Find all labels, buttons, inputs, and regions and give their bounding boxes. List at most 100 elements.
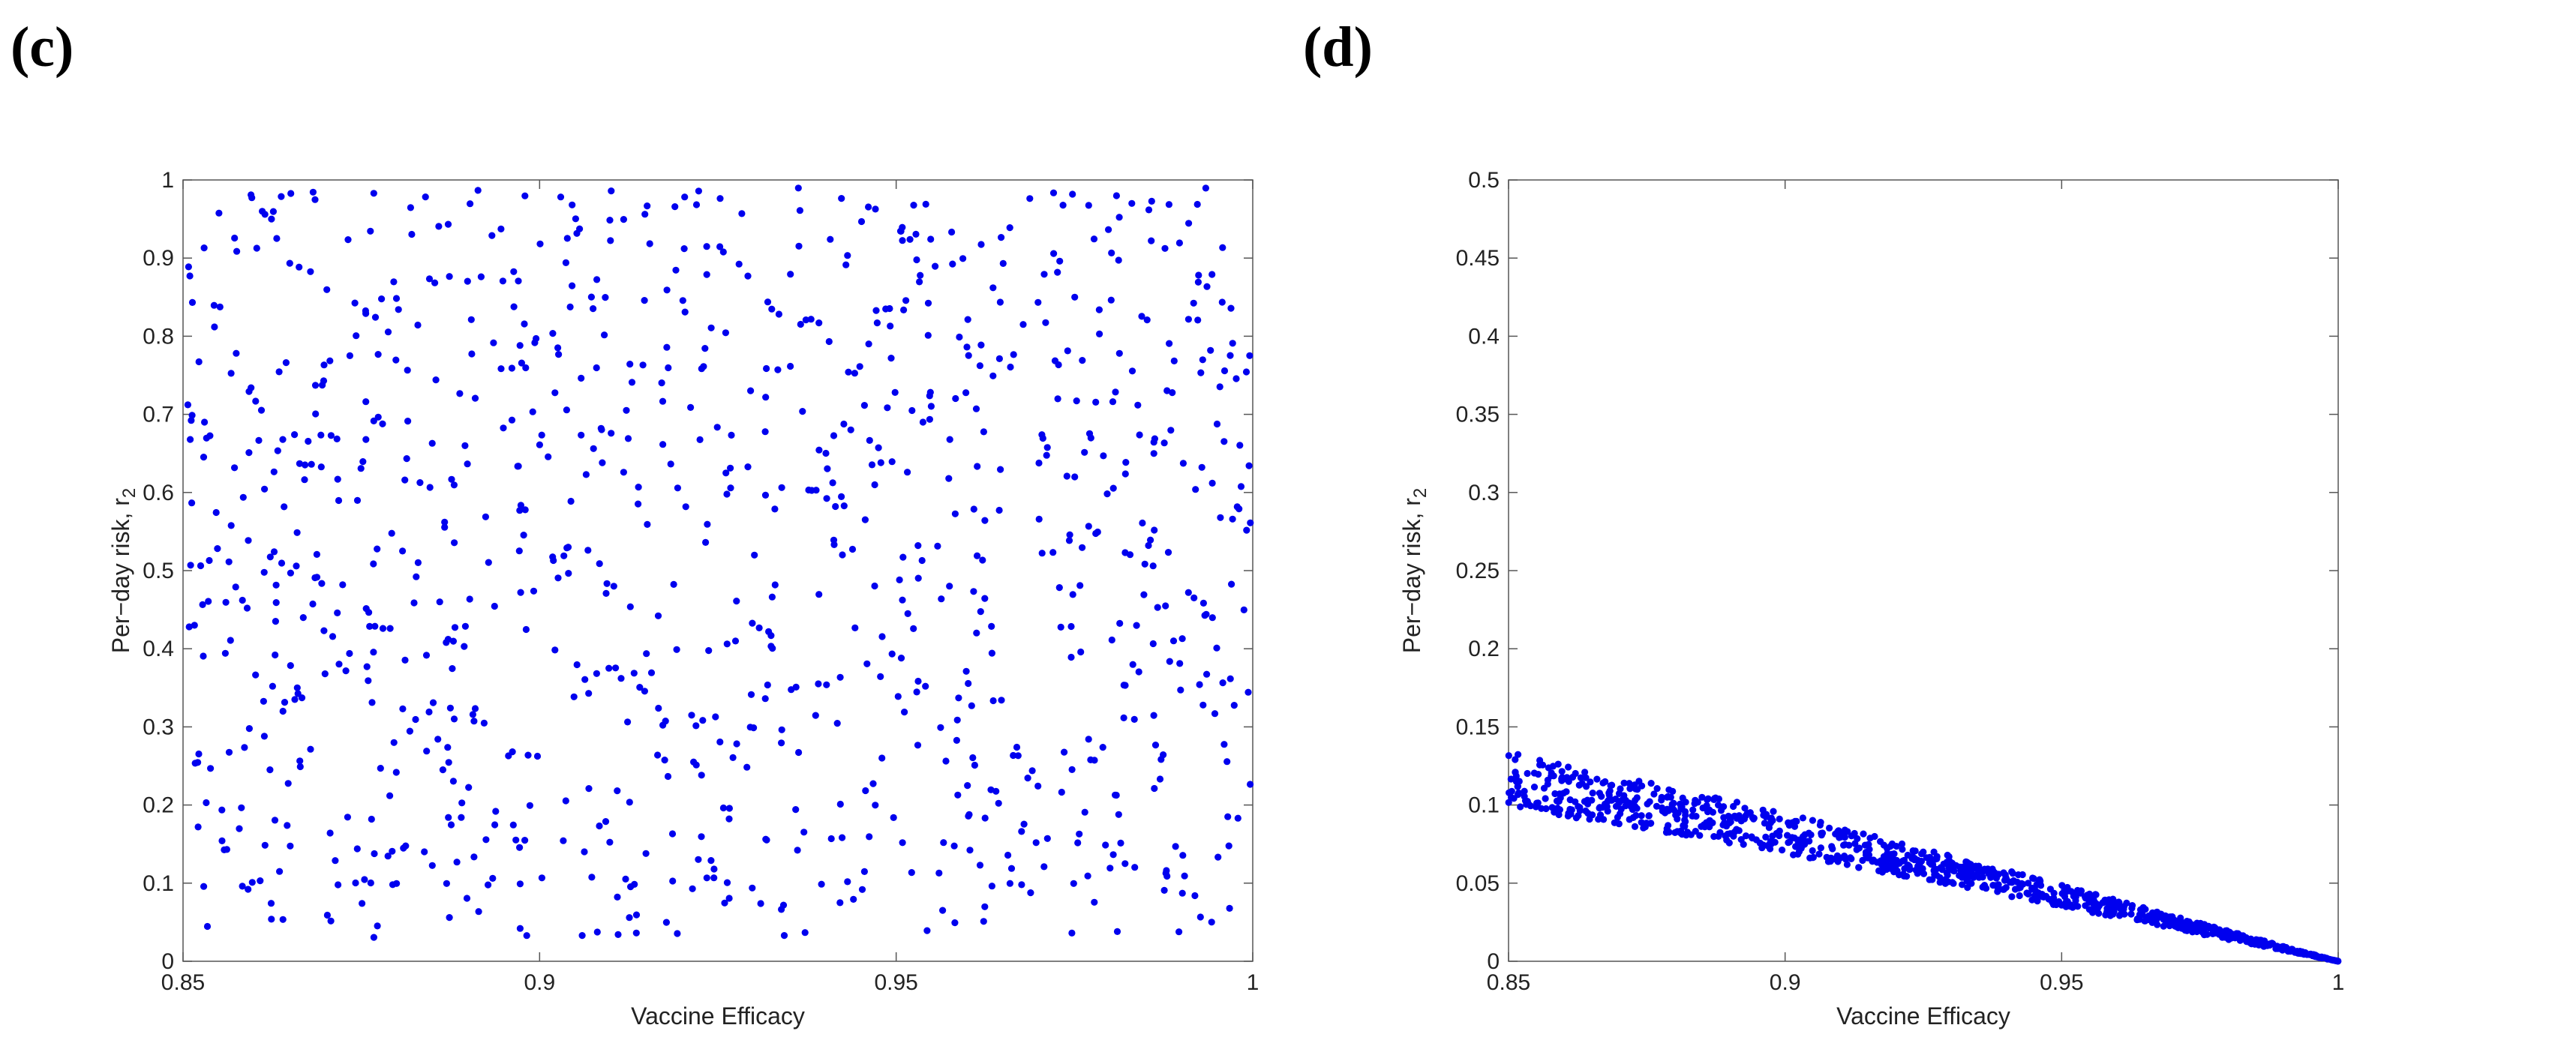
data-point [641, 211, 649, 218]
data-point [977, 608, 984, 616]
data-point [636, 684, 644, 691]
data-point [185, 263, 192, 271]
data-point [399, 705, 407, 713]
data-point [416, 479, 424, 487]
data-point [1034, 298, 1042, 306]
data-point [989, 697, 997, 705]
data-point [2063, 902, 2070, 910]
data-point [1911, 847, 1919, 855]
data-point [1771, 838, 1779, 846]
data-point [366, 622, 374, 631]
data-point [326, 357, 334, 364]
data-point [2074, 903, 2082, 910]
data-point [1650, 790, 1658, 798]
data-point [924, 299, 932, 307]
data-point [259, 208, 266, 215]
data-point [401, 656, 409, 664]
data-point [1220, 741, 1228, 748]
data-point [1505, 752, 1512, 760]
data-point [585, 785, 593, 793]
data-point [446, 914, 453, 922]
data-point [1703, 819, 1710, 826]
data-point [827, 835, 835, 843]
data-point [1225, 842, 1232, 850]
data-point [1602, 778, 1609, 786]
data-point [1631, 823, 1639, 830]
data-point [276, 868, 284, 875]
data-point [1194, 278, 1202, 286]
data-point [1167, 427, 1175, 434]
data-point [797, 320, 804, 328]
data-point [293, 684, 301, 691]
data-point [1877, 838, 1884, 845]
data-point [563, 235, 571, 242]
data-point [422, 652, 431, 659]
data-point [927, 403, 935, 410]
data-point [1049, 549, 1057, 556]
data-point [508, 364, 516, 372]
data-point [1865, 851, 1873, 859]
data-point [1521, 793, 1528, 800]
data-point [696, 436, 704, 444]
data-point [1779, 847, 1786, 854]
data-point [253, 244, 260, 252]
data-point [733, 740, 740, 748]
data-point [444, 744, 452, 751]
data-point [937, 724, 944, 731]
data-point [596, 560, 603, 568]
data-point [1117, 839, 1124, 847]
data-point [981, 903, 989, 910]
data-point [371, 622, 379, 630]
data-point [218, 837, 226, 844]
data-point [1507, 775, 1515, 783]
data-point [1733, 799, 1741, 806]
data-point [353, 845, 361, 853]
data-point [299, 614, 307, 622]
data-point [1151, 784, 1158, 793]
y-tick-label: 0.05 [1456, 871, 1500, 896]
data-point [1545, 764, 1552, 772]
data-point [1184, 589, 1192, 596]
data-point [482, 513, 490, 520]
data-point [1596, 805, 1603, 812]
data-point [444, 636, 452, 643]
data-point [2199, 929, 2206, 937]
data-point [1065, 537, 1073, 544]
data-point [1034, 782, 1042, 790]
data-point [413, 573, 420, 580]
data-point [1148, 197, 1155, 205]
data-point [371, 850, 378, 858]
data-point [2190, 923, 2198, 931]
data-point [1558, 777, 1566, 784]
data-point [761, 491, 770, 499]
data-point [1166, 658, 1173, 665]
scatter-points-c [184, 184, 1254, 941]
data-point [2265, 941, 2273, 949]
data-point [1247, 781, 1254, 788]
data-point [1026, 195, 1034, 202]
data-point [273, 235, 281, 242]
data-point [339, 581, 347, 589]
data-point [1931, 856, 1938, 863]
data-point [1722, 823, 1731, 830]
data-point [497, 225, 505, 232]
data-point [578, 431, 585, 439]
data-point [389, 847, 396, 855]
data-point [351, 299, 359, 307]
data-point [914, 742, 922, 749]
data-point [607, 237, 614, 244]
data-point [614, 893, 621, 901]
data-point [563, 406, 571, 414]
data-point [367, 227, 374, 235]
data-point [1735, 812, 1743, 820]
data-point [1245, 462, 1253, 469]
data-point [667, 460, 674, 468]
data-point [516, 342, 524, 349]
data-point [207, 765, 215, 772]
chart-c-svg: (c) 0.85 0.9 0.95 1 00.10.20.30.40.50.60.70… [11, 16, 1259, 1030]
data-point [946, 436, 953, 443]
data-point [918, 556, 926, 565]
data-point [1554, 760, 1562, 768]
data-point [1194, 316, 1202, 324]
data-point [233, 247, 241, 255]
